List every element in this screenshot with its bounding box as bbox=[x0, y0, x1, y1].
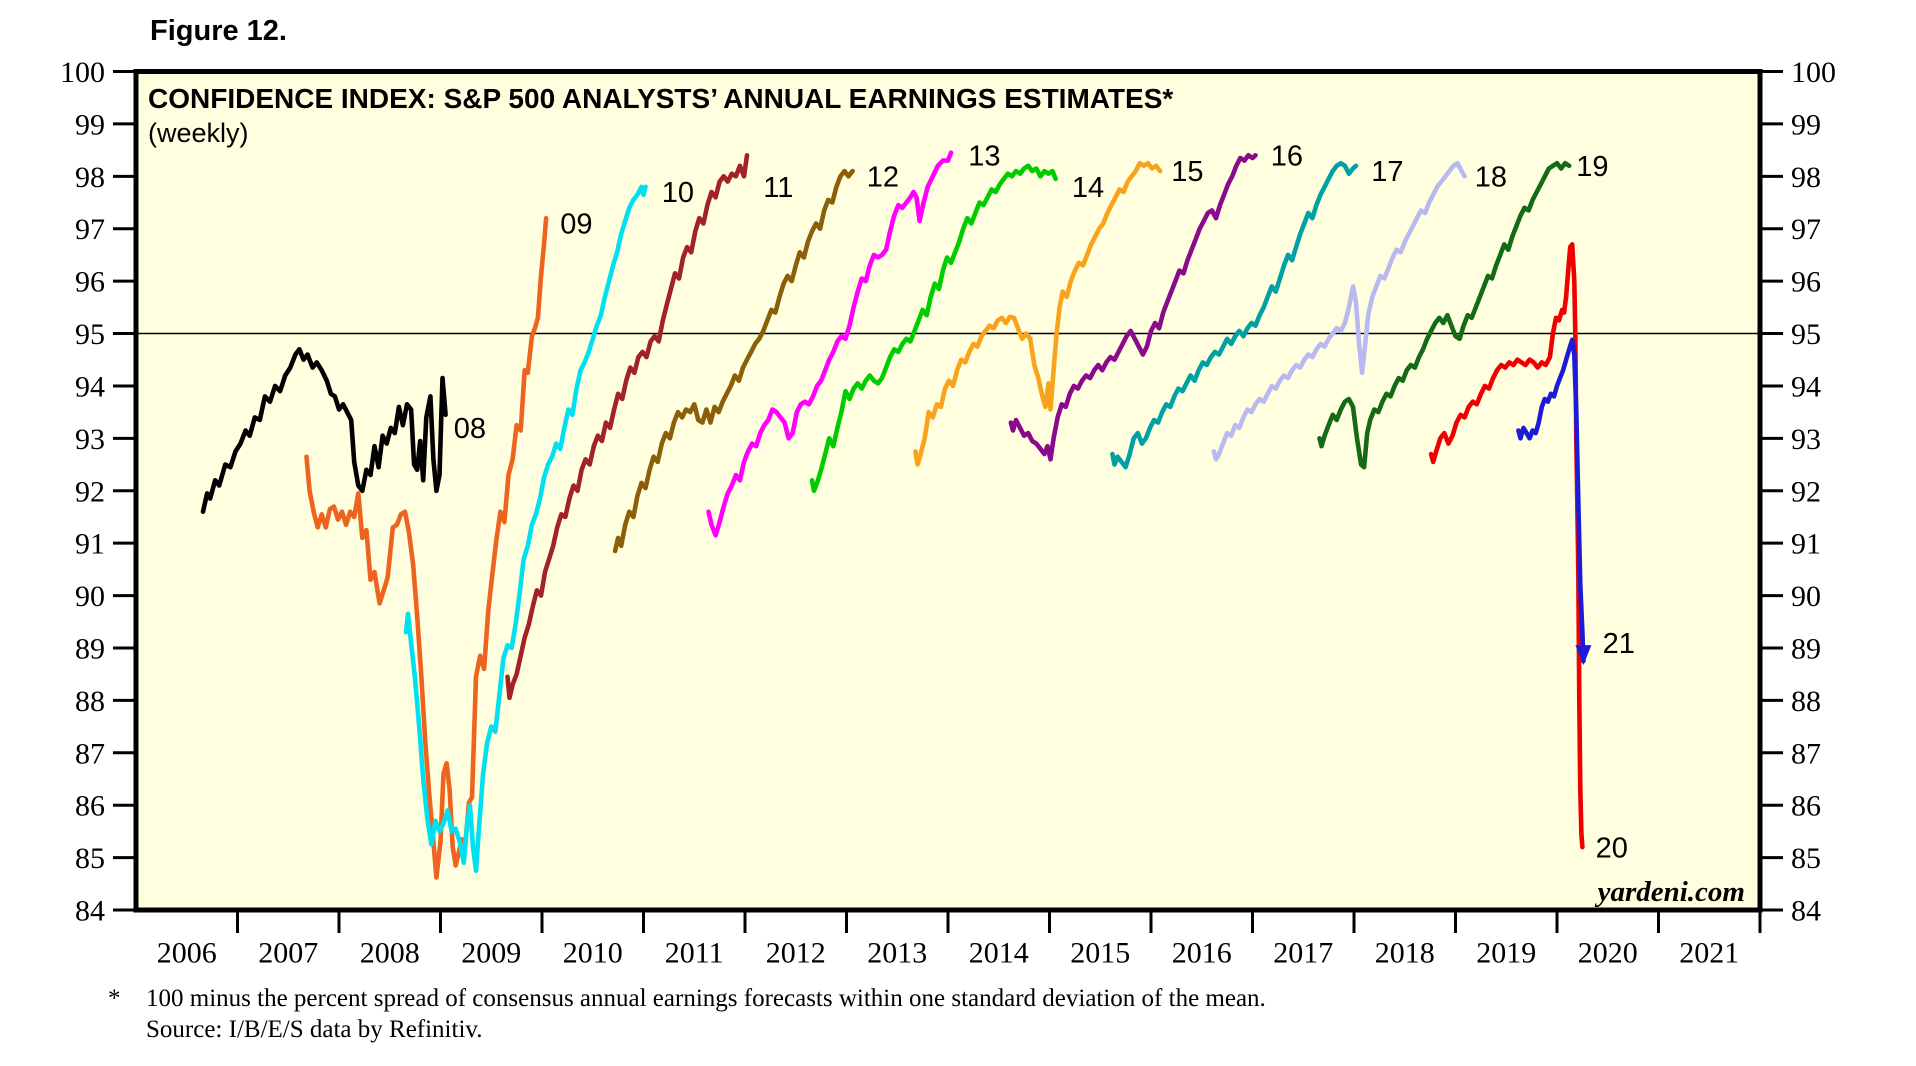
footnote-line1: 100 minus the percent spread of consensu… bbox=[146, 985, 1266, 1012]
chart-subtitle: (weekly) bbox=[148, 118, 249, 148]
x-axis-label-2012: 2012 bbox=[766, 937, 826, 970]
y-axis-label-right: 84 bbox=[1791, 895, 1821, 928]
y-axis-label-left: 98 bbox=[75, 161, 105, 194]
x-axis-label-2013: 2013 bbox=[867, 937, 927, 970]
y-axis-label-right: 89 bbox=[1791, 632, 1821, 665]
series-19-line bbox=[1317, 160, 1572, 470]
x-axis-label-2011: 2011 bbox=[665, 937, 724, 970]
x-axis-label-2020: 2020 bbox=[1578, 937, 1638, 970]
figure-label: Figure 12. bbox=[150, 15, 287, 47]
y-axis-label-right: 93 bbox=[1791, 423, 1821, 456]
y-axis-label-left: 100 bbox=[60, 56, 105, 89]
series-21-line bbox=[1516, 337, 1586, 664]
x-axis-label-2014: 2014 bbox=[969, 937, 1029, 970]
series-10-line bbox=[403, 184, 648, 874]
footnote-marker: * bbox=[108, 985, 121, 1012]
x-axis-label-2010: 2010 bbox=[563, 937, 623, 970]
series-17-label: 17 bbox=[1371, 156, 1403, 188]
series-16-label: 16 bbox=[1271, 141, 1303, 173]
series-11-line bbox=[505, 153, 750, 701]
y-axis-label-right: 91 bbox=[1791, 528, 1821, 561]
series-group bbox=[200, 150, 1592, 880]
series-08-line bbox=[200, 346, 448, 515]
x-axis-label-2016: 2016 bbox=[1172, 937, 1232, 970]
series-10-label: 10 bbox=[662, 177, 694, 209]
series-13-label: 13 bbox=[968, 141, 1000, 173]
footnote-line2: Source: I/B/E/S data by Refinitiv. bbox=[146, 1016, 483, 1043]
series-15-label: 15 bbox=[1171, 156, 1203, 188]
x-axis-label-2017: 2017 bbox=[1273, 937, 1333, 970]
y-axis-label-right: 90 bbox=[1791, 580, 1821, 613]
y-axis-label-left: 96 bbox=[75, 266, 105, 299]
y-axis-label-left: 89 bbox=[75, 632, 105, 665]
series-18-line bbox=[1211, 160, 1467, 462]
y-axis-label-right: 97 bbox=[1791, 213, 1821, 246]
y-axis-label-left: 93 bbox=[75, 423, 105, 456]
x-axis-label-2015: 2015 bbox=[1070, 937, 1130, 970]
series-21-label: 21 bbox=[1603, 628, 1635, 660]
series-12-label: 12 bbox=[867, 161, 899, 193]
y-axis-label-left: 86 bbox=[75, 790, 105, 823]
y-axis-label-right: 100 bbox=[1791, 56, 1836, 89]
y-axis-label-right: 86 bbox=[1791, 790, 1821, 823]
y-axis-label-left: 99 bbox=[75, 108, 105, 141]
y-axis-label-right: 92 bbox=[1791, 475, 1821, 508]
watermark: yardeni.com bbox=[1595, 876, 1745, 908]
series-14-line bbox=[809, 163, 1058, 494]
y-axis-label-left: 84 bbox=[75, 895, 105, 928]
x-axis-label-2006: 2006 bbox=[157, 937, 217, 970]
y-axis-label-right: 85 bbox=[1791, 842, 1821, 875]
x-axis-label-2018: 2018 bbox=[1375, 937, 1435, 970]
series-14-label: 14 bbox=[1072, 172, 1104, 204]
y-axis-label-right: 98 bbox=[1791, 161, 1821, 194]
y-axis-label-right: 95 bbox=[1791, 318, 1821, 351]
series-09-label: 09 bbox=[560, 209, 592, 241]
y-axis-label-left: 97 bbox=[75, 213, 105, 246]
series-15-line bbox=[913, 160, 1163, 467]
plot-area bbox=[136, 71, 1760, 910]
series-21-arrowhead-icon bbox=[1575, 645, 1592, 666]
y-axis-label-left: 90 bbox=[75, 580, 105, 613]
series-20-label: 20 bbox=[1596, 832, 1628, 864]
series-09-line bbox=[304, 215, 549, 880]
series-20-line bbox=[1428, 242, 1585, 850]
chart-title: CONFIDENCE INDEX: S&P 500 ANALYSTS’ ANNU… bbox=[148, 83, 1173, 114]
series-18-label: 18 bbox=[1475, 161, 1507, 193]
series-16-line bbox=[1008, 153, 1258, 462]
y-axis-label-right: 96 bbox=[1791, 266, 1821, 299]
x-axis-label-2009: 2009 bbox=[461, 937, 521, 970]
y-axis-label-right: 99 bbox=[1791, 108, 1821, 141]
y-axis-label-right: 87 bbox=[1791, 737, 1821, 770]
series-17-line bbox=[1110, 160, 1359, 470]
series-12-line bbox=[612, 168, 855, 554]
y-axis-label-left: 85 bbox=[75, 842, 105, 875]
series-13-line bbox=[706, 150, 954, 538]
x-axis-label-2019: 2019 bbox=[1476, 937, 1536, 970]
y-axis-label-right: 88 bbox=[1791, 685, 1821, 718]
y-axis-label-left: 94 bbox=[75, 370, 105, 403]
y-axis-label-left: 92 bbox=[75, 475, 105, 508]
y-axis-label-left: 91 bbox=[75, 528, 105, 561]
y-axis-label-right: 94 bbox=[1791, 370, 1821, 403]
series-19-label: 19 bbox=[1576, 151, 1608, 183]
y-axis-label-left: 88 bbox=[75, 685, 105, 718]
y-axis-label-left: 87 bbox=[75, 737, 105, 770]
series-08-label: 08 bbox=[454, 413, 486, 445]
plot-layer: 08 09 10 11 12 13 14 15 16 17 18 19 20 21 bbox=[136, 71, 1760, 910]
x-axis-label-2007: 2007 bbox=[258, 937, 318, 970]
frame-layer: 84 84 85 85 86 86 87 87 88 88 89 89 90 90 91 91 92 92 93 93… bbox=[60, 56, 1836, 970]
x-axis-label-2021: 2021 bbox=[1679, 937, 1739, 970]
y-axis-label-left: 95 bbox=[75, 318, 105, 351]
x-axis-label-2008: 2008 bbox=[360, 937, 420, 970]
series-11-label: 11 bbox=[763, 172, 793, 204]
